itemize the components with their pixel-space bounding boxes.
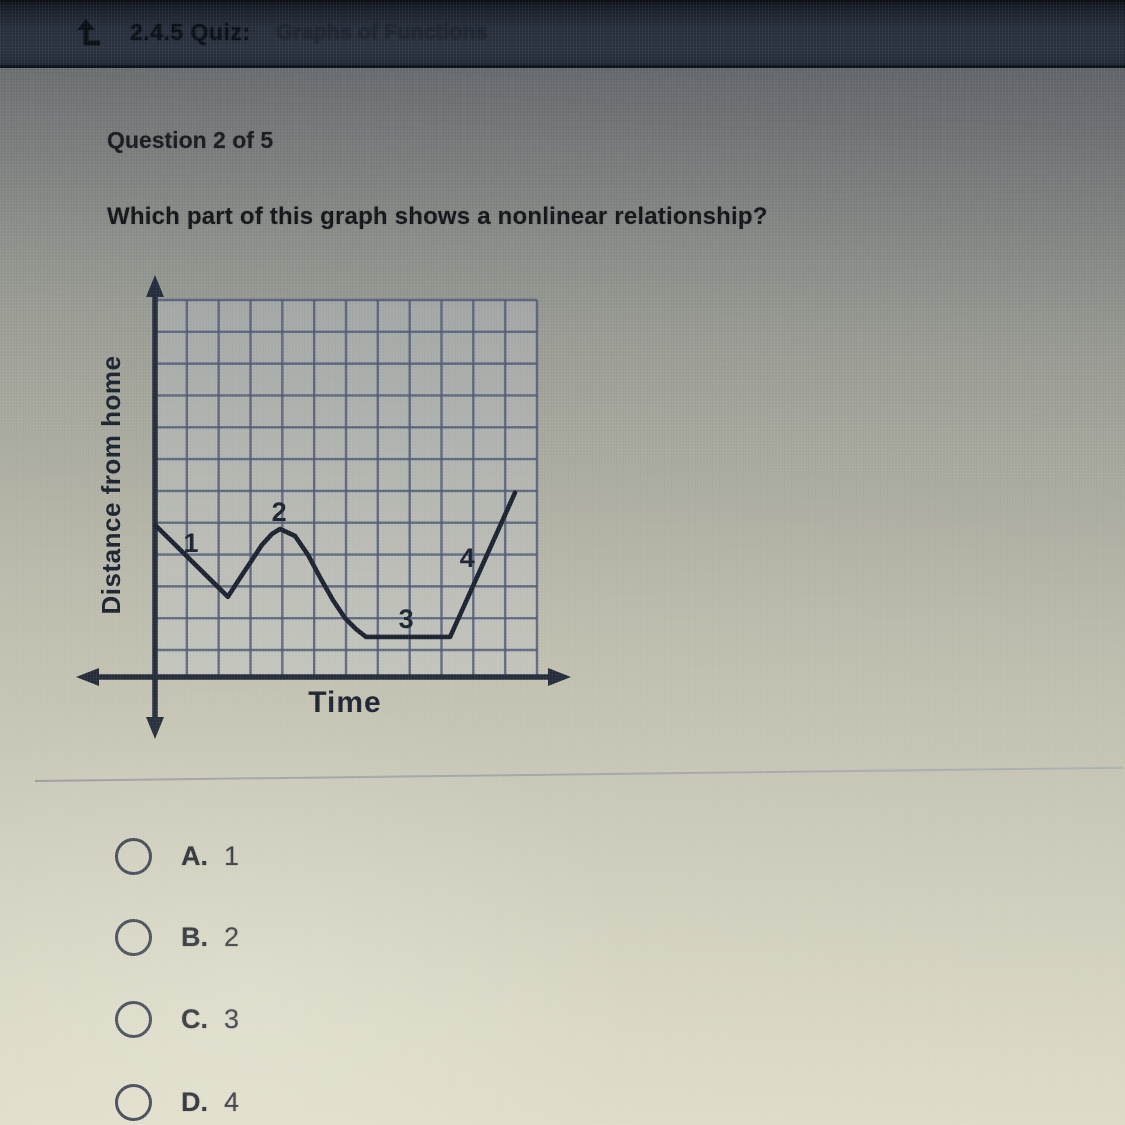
quiz-code: 2.4.5 Quiz: <box>130 19 251 45</box>
answer-option-c[interactable]: C. 3 <box>115 1001 239 1038</box>
graph-figure: 1 2 3 4 Time Distance from home <box>70 270 590 740</box>
option-letter: C. <box>181 1004 208 1034</box>
option-letter: B. <box>181 922 208 952</box>
option-value: 1 <box>224 841 240 871</box>
svg-text:3: 3 <box>399 604 414 634</box>
option-value: 3 <box>224 1004 240 1034</box>
app-header: 2.4.5 Quiz: Graphs of Functions <box>0 0 1125 68</box>
radio-option-b[interactable] <box>115 919 152 956</box>
svg-text:4: 4 <box>460 543 475 573</box>
svg-text:2: 2 <box>272 497 287 527</box>
question-counter: Question 2 of 5 <box>107 127 274 153</box>
quiz-title: Graphs of Functions <box>276 20 488 44</box>
option-value: 4 <box>224 1087 240 1117</box>
svg-text:Time: Time <box>308 686 381 719</box>
svg-text:1: 1 <box>183 528 198 558</box>
option-letter: D. <box>181 1087 208 1117</box>
question-prompt: Which part of this graph shows a nonline… <box>107 203 768 230</box>
exit-quiz-icon[interactable] <box>72 16 104 50</box>
radio-option-d[interactable] <box>115 1084 152 1121</box>
answer-option-b[interactable]: B. 2 <box>115 919 239 956</box>
option-value: 2 <box>224 922 240 952</box>
svg-text:Distance from home: Distance from home <box>96 356 126 615</box>
radio-option-a[interactable] <box>115 838 152 875</box>
radio-option-c[interactable] <box>115 1001 152 1038</box>
distance-time-graph: 1 2 3 4 Time Distance from home <box>76 275 571 739</box>
answer-option-d[interactable]: D. 4 <box>115 1084 239 1121</box>
option-letter: A. <box>181 841 208 871</box>
section-divider <box>34 766 1123 782</box>
answer-option-a[interactable]: A. 1 <box>115 838 239 875</box>
